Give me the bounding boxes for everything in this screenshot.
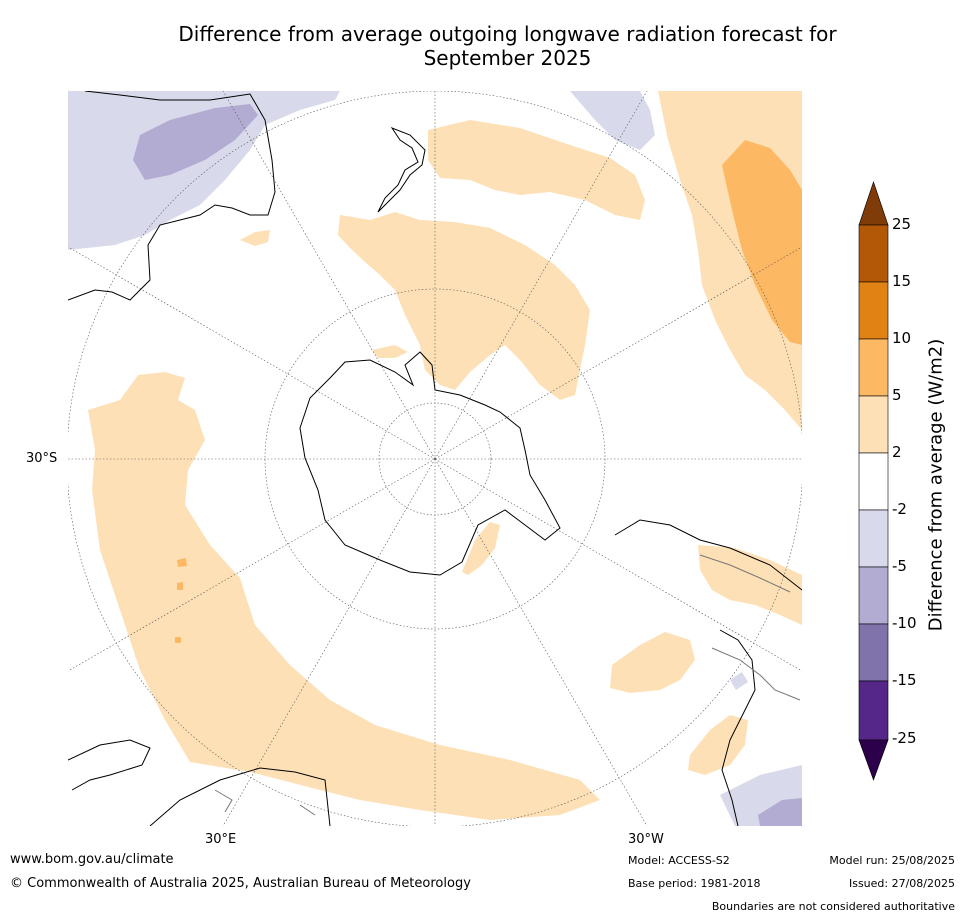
colorbar-tick-15: 15 [892,272,912,290]
title-line-2: September 2025 [423,46,592,70]
coastlines [68,91,802,826]
colorbar-tick-5: 5 [892,386,902,404]
coastline-australia [68,91,276,301]
negative-anomaly-region-north [570,91,655,150]
coastline-africa [68,739,331,826]
colorbar-bin-m15-m10 [858,623,889,682]
colorbar-tick-m15: -15 [892,671,917,689]
colorbar-bin-10-15 [858,281,889,340]
title-line-1: Difference from average outgoing longwav… [178,22,837,46]
colorbar-tick-m2: -2 [892,500,907,518]
lat-label-30s: 30°S [26,451,58,466]
colorbar-bin-5-10 [858,338,889,397]
footer-issued: Issued: 27/08/2025 [848,877,955,890]
negative-anomaly-spot-east [730,672,748,690]
colorbar-tick-10: 10 [892,329,912,347]
colorbar-over-triangle [858,181,889,226]
footer-base-period: Base period: 1981-2018 [628,877,761,890]
positive-anomaly-spot-west-3 [175,637,181,643]
colorbar-bin-m10-m5 [858,566,889,625]
colorbar-bin-m5-m2 [858,509,889,568]
footer-model: Model: ACCESS-S2 [628,854,730,867]
graticule [68,91,802,826]
positive-anomaly-band-west-south [88,372,600,820]
positive-anomaly-band-north [338,212,590,400]
colorbar-tick-m25: -25 [892,729,917,747]
negative-anomaly-core-southeast [758,798,802,826]
colorbar-tick-m5: -5 [892,557,907,575]
lon-label-30e: 30°E [205,832,237,847]
lon-label-30w: 30°W [628,832,664,847]
colorbar-bin-2-5 [858,395,889,454]
colorbar-under-triangle [858,739,889,781]
coastline-antarctica [299,351,561,576]
boundaries [214,554,801,816]
footer-url: www.bom.gov.au/climate [10,852,174,867]
footer-disclaimer: Boundaries are not considered authoritat… [711,900,955,913]
colorbar-tick-2: 2 [892,443,902,461]
positive-anomaly-ross [372,345,408,358]
colorbar [858,181,889,781]
positive-anomaly-tasmania [240,230,270,246]
negative-anomaly-region-northwest [68,91,340,250]
colorbar-bin-m25-m15 [858,680,889,741]
colorbar-bin-15-25 [858,224,889,283]
colorbar-bin-m2-2 [858,452,889,511]
colorbar-tick-25: 25 [892,215,912,233]
map-panel [68,91,802,826]
positive-anomaly-east [698,545,802,625]
positive-anomaly-north-center [428,120,645,220]
positive-anomaly-southeast-b [688,715,748,775]
footer-model-run: Model run: 25/08/2025 [829,854,955,867]
positive-anomaly-antarctic-peninsula [462,522,500,575]
colorbar-title-text: Difference from average (W/m2) [925,338,947,632]
positive-anomaly-northeast-core [722,140,802,345]
negative-anomaly-core-northwest [133,104,258,180]
coastline-south-america [614,519,802,826]
coastline-new-zealand [377,126,426,213]
boundary-line-south-america [214,554,801,816]
positive-anomaly-southeast-a [610,632,695,693]
footer-copyright: © Commonwealth of Australia 2025, Austra… [10,876,471,891]
map-title: Difference from average outgoing longwav… [60,22,955,70]
positive-anomaly-spot-west-1 [177,558,187,567]
colorbar-tick-m10: -10 [892,614,917,632]
positive-anomaly-spot-west-2 [177,582,183,590]
